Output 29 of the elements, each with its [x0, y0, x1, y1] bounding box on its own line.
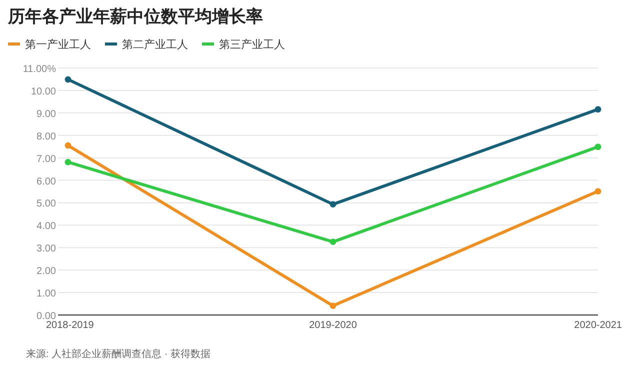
y-tick-label: 1.00	[36, 288, 56, 300]
y-tick-label: 2.00	[36, 266, 56, 278]
x-tick-label: 2018-2019	[46, 320, 94, 331]
legend-label: 第三产业工人	[219, 38, 285, 51]
y-tick-label: 11.00%	[22, 64, 56, 75]
y-tick-label: 5.00	[36, 198, 56, 210]
y-tick-label: 9.00	[36, 108, 56, 120]
y-tick-label: 0.00	[36, 311, 56, 322]
y-tick-label: 10.00	[30, 86, 56, 98]
legend-label: 第二产业工人	[122, 38, 188, 51]
y-tick-label: 7.00	[36, 154, 56, 165]
y-tick-label: 4.00	[36, 221, 56, 232]
point	[64, 142, 72, 149]
y-tick-label: 6.00	[36, 176, 56, 188]
point	[594, 106, 602, 113]
y-tick-label: 3.00	[36, 244, 56, 255]
point	[594, 188, 602, 194]
source-note: 来源: 人社部企业薪酬调查信息 · 获得数据	[26, 348, 210, 360]
point	[330, 238, 336, 245]
chart-title: 历年各产业年薪中位数平均增长率	[7, 7, 263, 26]
point	[64, 158, 72, 166]
legend-label: 第一产业工人	[25, 38, 91, 51]
point	[330, 201, 336, 208]
point	[594, 144, 602, 150]
point	[330, 302, 336, 309]
y-tick-label: 8.00	[36, 131, 56, 142]
point	[64, 76, 72, 83]
x-tick-label: 2020-2021	[574, 320, 622, 331]
x-tick-label: 2019-2020	[309, 320, 358, 331]
